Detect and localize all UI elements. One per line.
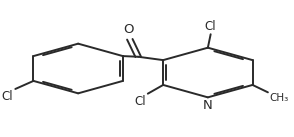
Text: N: N — [203, 99, 213, 112]
Text: Cl: Cl — [1, 90, 13, 103]
Text: Cl: Cl — [205, 20, 216, 33]
Text: O: O — [123, 23, 134, 36]
Text: CH₃: CH₃ — [269, 93, 288, 103]
Text: Cl: Cl — [135, 95, 146, 108]
